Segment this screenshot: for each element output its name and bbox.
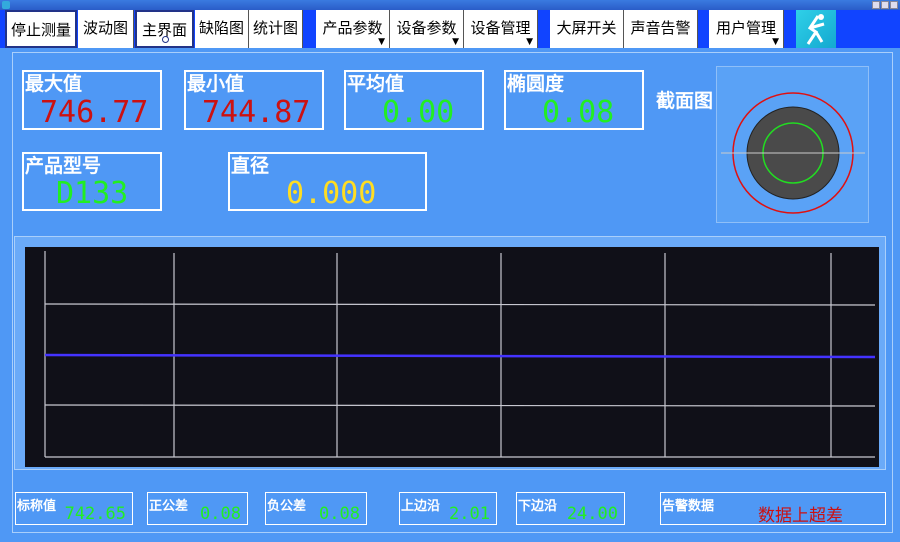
wave-chart-button[interactable]: 波动图 xyxy=(78,10,134,48)
measurement-line xyxy=(44,353,876,359)
lower-limit-line xyxy=(44,404,876,407)
button-label: 统计图 xyxy=(252,19,298,37)
max-value-box: 最大值 746.77 xyxy=(22,70,162,130)
product-model-box: 产品型号 D133 xyxy=(22,152,162,211)
minus-tolerance-label: 负公差 xyxy=(267,499,307,514)
product-model-value: D133 xyxy=(56,176,129,211)
button-label: 波动图 xyxy=(82,19,128,37)
alarm-data-box: 告警数据 数据上超差 xyxy=(660,492,886,526)
button-label: 声音告警 xyxy=(630,19,691,37)
minimize-button[interactable] xyxy=(872,1,880,9)
ovality-box: 椭圆度 0.08 xyxy=(504,70,644,130)
alarm-value: 数据上超差 xyxy=(758,506,843,526)
dropdown-arrow-icon: ▼ xyxy=(772,37,779,47)
avg-value-box: 平均值 0.00 xyxy=(344,70,484,130)
app-icon xyxy=(2,1,10,9)
defect-chart-button[interactable]: 缺陷图 xyxy=(195,10,249,48)
lower-edge-box: 下边沿 24.00 xyxy=(516,492,625,525)
plus-tolerance-box: 正公差 0.08 xyxy=(147,492,248,525)
device-params-menu[interactable]: 设备参数 ▼ xyxy=(390,10,464,48)
running-person-icon[interactable] xyxy=(796,10,836,48)
diameter-label: 直径 xyxy=(231,155,270,177)
dropdown-arrow-icon: ▼ xyxy=(378,37,385,47)
button-label: 设备管理 xyxy=(470,19,531,37)
upper-edge-box: 上边沿 2.01 xyxy=(399,492,497,525)
button-label: 设备参数 xyxy=(396,19,457,37)
device-management-menu[interactable]: 设备管理 ▼ xyxy=(464,10,538,48)
main-panel xyxy=(12,52,893,533)
big-screen-toggle-button[interactable]: 大屏开关 xyxy=(550,10,624,48)
min-value: 744.87 xyxy=(202,95,311,130)
diameter-box: 直径 0.000 xyxy=(228,152,427,211)
lower-edge-label: 下边沿 xyxy=(518,499,558,514)
max-label: 最大值 xyxy=(25,73,83,95)
toolbar: 停止测量 波动图 主界面 缺陷图 统计图 产品参数 ▼ 设备参数 ▼ 设备管理 ▼ 大… xyxy=(0,10,900,48)
nominal-box: 标称值 742.65 xyxy=(15,492,133,525)
main-view-button[interactable]: 主界面 xyxy=(135,10,194,48)
button-label: 产品参数 xyxy=(322,19,383,37)
avg-value: 0.00 xyxy=(382,95,455,130)
ovality-value: 0.08 xyxy=(542,95,615,130)
lower-edge-value: 24.00 xyxy=(566,504,618,524)
button-label: 用户管理 xyxy=(715,19,776,37)
alarm-label: 告警数据 xyxy=(662,499,715,514)
diameter-value: 0.000 xyxy=(286,176,377,211)
product-params-menu[interactable]: 产品参数 ▼ xyxy=(316,10,390,48)
upper-limit-line xyxy=(44,303,876,306)
button-label: 大屏开关 xyxy=(556,19,617,37)
selected-indicator-icon xyxy=(161,36,169,43)
max-value: 746.77 xyxy=(40,95,149,130)
cross-section-view xyxy=(716,66,869,223)
statistics-chart-button[interactable]: 统计图 xyxy=(249,10,303,48)
upper-edge-label: 上边沿 xyxy=(401,499,441,514)
wave-chart-container xyxy=(14,236,886,470)
min-label: 最小值 xyxy=(187,73,245,95)
sound-alarm-button[interactable]: 声音告警 xyxy=(624,10,698,48)
user-management-menu[interactable]: 用户管理 ▼ xyxy=(709,10,784,48)
upper-edge-value: 2.01 xyxy=(449,504,490,524)
dropdown-arrow-icon: ▼ xyxy=(452,37,459,47)
plus-tolerance-value: 0.08 xyxy=(200,504,241,524)
button-label: 主界面 xyxy=(141,21,187,39)
close-button[interactable] xyxy=(890,1,898,9)
avg-label: 平均值 xyxy=(347,73,405,95)
minus-tolerance-value: 0.08 xyxy=(319,504,360,524)
dropdown-arrow-icon: ▼ xyxy=(526,37,533,47)
min-value-box: 最小值 744.87 xyxy=(184,70,324,130)
title-bar xyxy=(0,0,900,10)
stop-measure-button[interactable]: 停止测量 xyxy=(5,10,77,48)
maximize-button[interactable] xyxy=(881,1,889,9)
wave-chart-plot xyxy=(25,247,879,467)
minus-tolerance-box: 负公差 0.08 xyxy=(265,492,367,525)
plus-tolerance-label: 正公差 xyxy=(149,499,189,514)
nominal-label: 标称值 xyxy=(17,499,57,514)
cross-section-label: 截面图 xyxy=(656,90,714,112)
nominal-value: 742.65 xyxy=(64,504,126,524)
button-label: 停止测量 xyxy=(10,21,71,39)
ovality-label: 椭圆度 xyxy=(507,73,565,95)
product-model-label: 产品型号 xyxy=(25,155,102,177)
button-label: 缺陷图 xyxy=(198,19,244,37)
